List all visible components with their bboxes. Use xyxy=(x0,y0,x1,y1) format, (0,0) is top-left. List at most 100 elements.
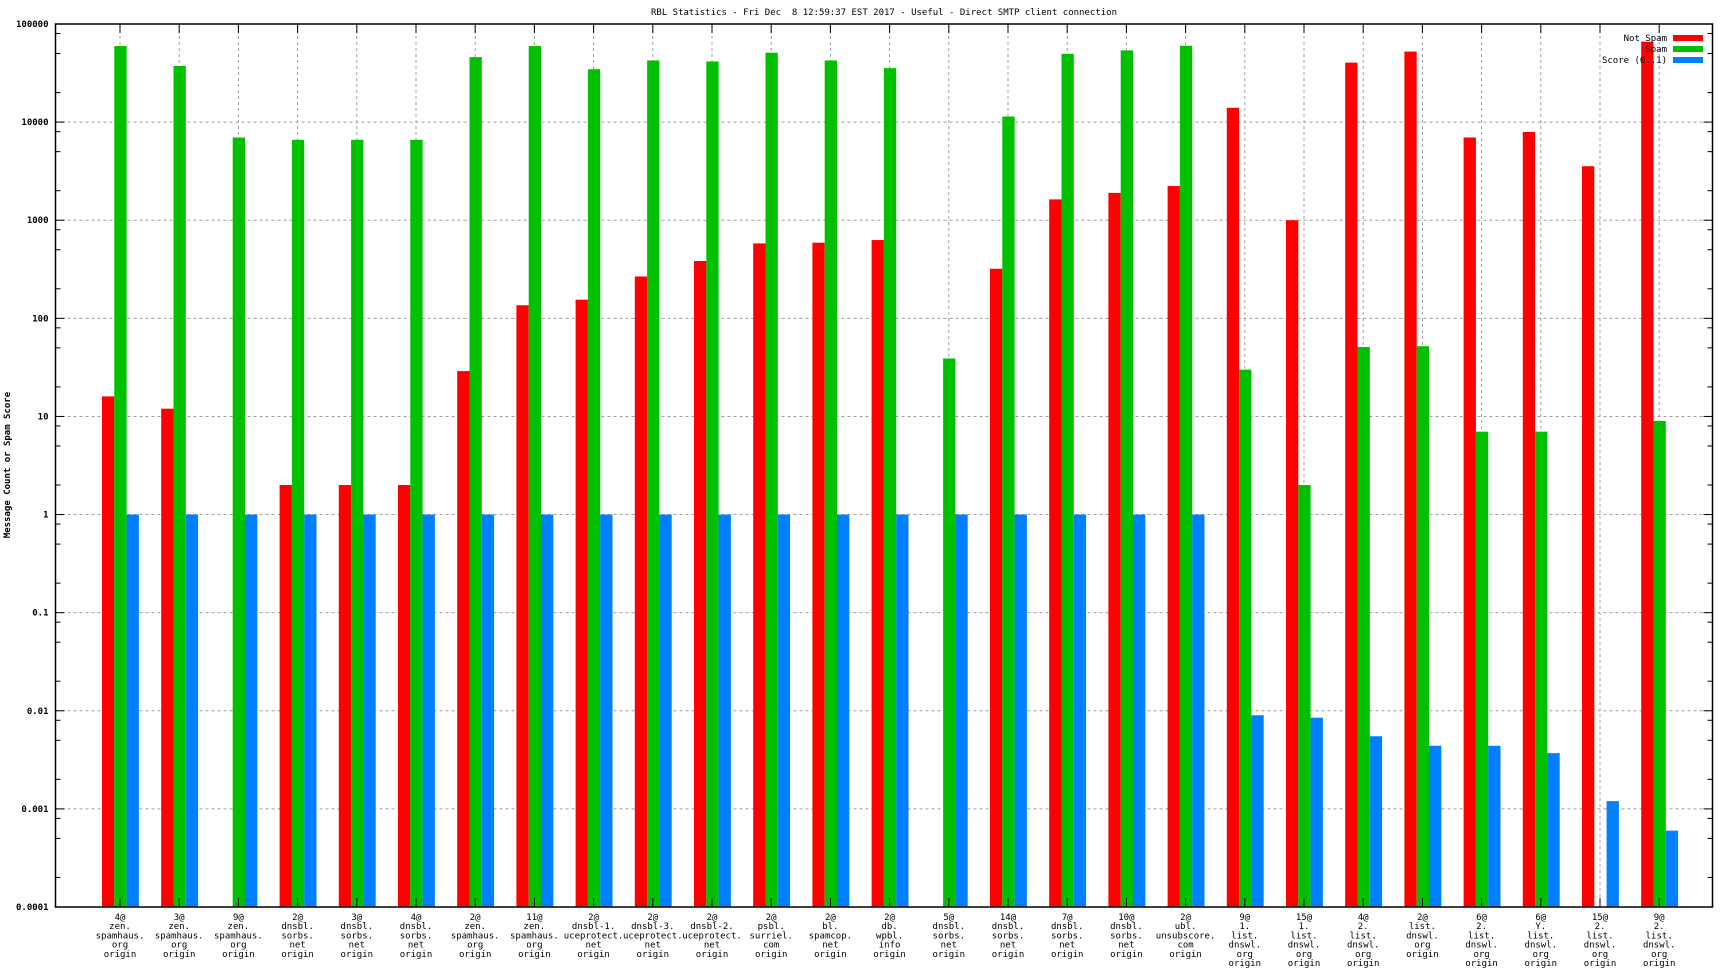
bar-score xyxy=(837,514,850,907)
x-tick-label: 9@ xyxy=(1239,913,1250,923)
x-tick-label: 2@ xyxy=(1180,913,1191,923)
y-axis-label: Message Count or Spam Score xyxy=(3,391,13,538)
x-tick-label: dnsbl-1. xyxy=(572,922,615,932)
x-tick-label: wpbl. xyxy=(876,931,903,941)
bar-score xyxy=(422,514,435,907)
bar-score xyxy=(1547,753,1560,907)
x-tick-label: list. xyxy=(1409,922,1436,932)
legend-swatch-not-spam xyxy=(1673,35,1703,41)
x-tick-label: origin xyxy=(1406,950,1439,960)
bar-not-spam xyxy=(1463,137,1476,908)
x-tick-label: origin xyxy=(637,950,670,960)
x-tick-label: 2@ xyxy=(292,913,303,923)
x-tick-label: zen. xyxy=(228,922,250,932)
bar-spam xyxy=(1002,116,1015,907)
bar-not-spam xyxy=(102,396,115,907)
x-tick-label: 2. xyxy=(1654,922,1665,932)
x-tick-label: ubl. xyxy=(1175,922,1197,932)
bar-spam xyxy=(1179,45,1193,908)
x-tick-label: surriel. xyxy=(750,931,793,941)
x-tick-label: net xyxy=(408,941,424,951)
bar-score xyxy=(777,514,791,907)
x-tick-label: 2@ xyxy=(884,913,895,923)
x-tick-label: dnswl. xyxy=(1643,941,1676,951)
x-tick-label: net xyxy=(822,941,838,951)
bar-score xyxy=(363,514,376,907)
x-tick-label: net xyxy=(349,941,365,951)
x-tick-label: 2. xyxy=(1476,922,1487,932)
x-tick-label: dnsbl-2. xyxy=(690,922,733,932)
bar-not-spam xyxy=(1641,41,1654,907)
x-tick-label: origin xyxy=(933,950,966,960)
bar-score xyxy=(600,514,613,907)
legend-label: Score (0..1) xyxy=(1602,56,1667,66)
x-tick-label: unsubscore. xyxy=(1156,931,1216,941)
bar-score xyxy=(955,514,968,907)
x-tick-label: 9@ xyxy=(233,913,244,923)
x-tick-label: list. xyxy=(1586,931,1613,941)
bar-not-spam xyxy=(161,408,174,907)
bar-not-spam xyxy=(457,371,470,907)
bar-not-spam xyxy=(1049,199,1062,907)
x-tick-label: list. xyxy=(1290,931,1317,941)
bar-spam xyxy=(410,139,423,907)
x-tick-label: origin xyxy=(1110,950,1143,960)
x-tick-label: bl. xyxy=(822,922,838,932)
x-tick-label: dnswl. xyxy=(1229,941,1262,951)
bar-spam xyxy=(1535,431,1548,907)
x-tick-label: spamhaus. xyxy=(96,931,145,941)
bar-not-spam xyxy=(1345,62,1358,908)
bar-not-spam xyxy=(1226,107,1240,907)
bar-not-spam xyxy=(812,242,825,907)
x-tick-labels: 4@zen.spamhaus.orgorigin3@zen.spamhaus.o… xyxy=(96,913,1676,969)
x-tick-label: net xyxy=(1118,941,1134,951)
x-tick-label: 15@ xyxy=(1296,913,1313,923)
x-tick-label: db. xyxy=(881,922,897,932)
bar-score xyxy=(1073,514,1087,907)
y-tick-label: 0.001 xyxy=(21,805,48,815)
x-tick-label: zen. xyxy=(524,922,546,932)
plot-border xyxy=(54,23,1714,908)
bar-spam xyxy=(291,139,305,907)
bars xyxy=(102,41,1679,908)
x-tick-label: origin xyxy=(814,950,847,960)
x-tick-label: origin xyxy=(163,950,196,960)
legend-label: Not Spam xyxy=(1624,34,1667,44)
x-tick-label: origin xyxy=(992,950,1025,960)
bar-spam xyxy=(943,358,956,907)
bar-score xyxy=(1606,801,1619,907)
x-tick-label: sorbs. xyxy=(281,931,314,941)
bar-spam xyxy=(528,46,541,907)
x-tick-label: sorbs. xyxy=(1110,931,1143,941)
x-tick-label: info xyxy=(879,941,901,951)
x-tick-label: 4@ xyxy=(1358,913,1369,923)
bar-score xyxy=(541,514,554,907)
bar-spam xyxy=(883,68,897,908)
x-tick-label: sorbs. xyxy=(933,931,966,941)
x-tick-label: origin xyxy=(518,950,551,960)
x-tick-label: dnsbl. xyxy=(281,922,314,932)
bar-score xyxy=(1014,514,1027,907)
x-tick-label: dnsbl. xyxy=(933,922,966,932)
bar-spam xyxy=(1298,485,1311,907)
bar-spam xyxy=(173,65,186,907)
bar-score xyxy=(1133,514,1146,907)
x-tick-label: 2@ xyxy=(647,913,658,923)
bar-spam xyxy=(1120,50,1133,907)
x-tick-label: 1. xyxy=(1239,922,1250,932)
y-tick-label: 0.1 xyxy=(32,609,48,619)
x-tick-label: org xyxy=(1533,950,1549,960)
bar-score xyxy=(245,514,258,907)
x-tick-label: net xyxy=(289,941,305,951)
bar-score xyxy=(718,514,731,907)
legend-swatch-score xyxy=(1673,57,1703,63)
y-tick-labels: 0.0001 0.001 0.01 0.1 1 10 100 1000 10000 100000 xyxy=(16,20,49,913)
bar-not-spam xyxy=(398,485,411,907)
y-tick-label: 1000 xyxy=(27,216,49,226)
x-tick-label: uceprotect. xyxy=(623,931,683,941)
bar-score xyxy=(1488,745,1501,907)
x-tick-label: dnswl. xyxy=(1347,941,1380,951)
x-tick-label: org xyxy=(171,941,187,951)
bar-spam xyxy=(824,60,837,908)
